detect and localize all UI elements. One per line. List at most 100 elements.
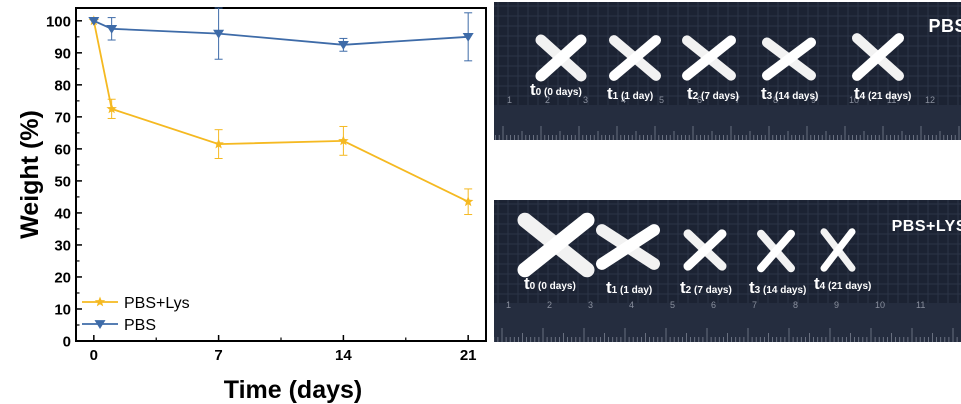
ruler-number: 1 — [506, 300, 511, 310]
x-tick-label: 21 — [460, 347, 477, 364]
pbs-scaffold-photo: 12345678910111213 PBS t0 (0 days)t1 (1 d… — [494, 2, 961, 140]
scaffold-arm — [683, 229, 727, 271]
timepoint-label: t0 (0 days) — [530, 80, 582, 100]
scaffold-cross — [762, 37, 816, 81]
scaffold-arm — [682, 35, 736, 81]
timepoint-symbol: t — [530, 80, 536, 99]
scaffold-arm — [609, 35, 661, 81]
timepoint-symbol: t — [606, 278, 612, 297]
data-point — [106, 103, 117, 114]
ruler-number: 6 — [697, 95, 702, 105]
timepoint-symbol: t — [854, 84, 860, 103]
ruler-number: 6 — [711, 300, 716, 310]
timepoint-symbol: t — [749, 278, 755, 297]
scaffold-cross — [682, 35, 736, 81]
plot-frame — [75, 7, 487, 342]
ruler-number: 4 — [621, 95, 626, 105]
ruler-number: 5 — [659, 95, 664, 105]
x-tick-label: 14 — [335, 347, 352, 364]
data-point — [213, 138, 224, 149]
scaffold-arm — [820, 228, 856, 272]
data-point — [338, 135, 349, 146]
scaffold-cross — [609, 35, 661, 81]
timepoint-subscript: 3 (14 days) — [766, 91, 819, 102]
timepoint-subscript: 4 (21 days) — [819, 281, 872, 292]
ruler-number: 10 — [875, 300, 885, 310]
timepoint-symbol: t — [761, 84, 767, 103]
y-tick-label: 100 — [46, 13, 71, 30]
x-tick-label: 7 — [214, 347, 222, 364]
y-tick-label: 0 — [63, 334, 71, 351]
timepoint-subscript: 1 (1 day) — [611, 285, 653, 296]
series-line-pbs — [93, 19, 469, 46]
ruler-number: 1 — [507, 95, 512, 105]
y-tick-label: 10 — [54, 301, 71, 318]
pbs-lys-photo-label: PBS+LYS — [891, 218, 961, 235]
ruler — [494, 105, 961, 140]
data-point — [88, 16, 100, 26]
data-point — [213, 29, 225, 39]
timepoint-symbol: t — [687, 84, 693, 103]
scaffold-arm — [757, 229, 795, 273]
scaffold-cross — [683, 229, 727, 271]
ruler-number: 3 — [588, 300, 593, 310]
timepoint-label: t4 (21 days) — [854, 84, 911, 104]
timepoint-subscript: 2 (7 days) — [685, 285, 732, 296]
timepoint-label: t4 (21 days) — [814, 274, 871, 294]
scaffold-cross — [852, 33, 904, 81]
timepoint-subscript: 4 (21 days) — [859, 91, 912, 102]
timepoint-label: t1 (1 day) — [607, 84, 653, 104]
y-tick-label: 50 — [54, 173, 71, 190]
y-tick-label: 60 — [54, 141, 71, 158]
legend-label: PBS+Lys — [124, 295, 190, 312]
series-pbs — [88, 7, 474, 62]
pbs-lys-scaffold-photo: 1 2 3 4 5 6 7 8 9 10 11 PBS+LYS t0 (0 days) t1 (1 d… — [494, 200, 961, 342]
ruler-number: 4 — [629, 300, 634, 310]
timepoint-subscript: 1 (1 day) — [612, 91, 654, 102]
timepoint-symbol: t — [524, 274, 530, 293]
ruler-number: 3 — [583, 95, 588, 105]
scaffold-cross — [757, 229, 795, 273]
x-tick-label: 0 — [90, 347, 98, 364]
ruler-number: 9 — [811, 95, 816, 105]
timepoint-subscript: 2 (7 days) — [692, 91, 739, 102]
y-axis-label: Weight (%) — [16, 110, 44, 239]
y-tick-label: 70 — [54, 109, 71, 126]
y-tick-label: 80 — [54, 77, 71, 94]
legend-label: PBS — [124, 317, 156, 334]
ruler-number: 8 — [773, 95, 778, 105]
y-tick-label: 30 — [54, 237, 71, 254]
series-pbs-lys — [88, 15, 474, 216]
legend: PBS+Lys PBS — [82, 295, 190, 334]
ruler-number: 8 — [793, 300, 798, 310]
timepoint-label: t2 (7 days) — [680, 278, 732, 298]
timepoint-label: t3 (14 days) — [761, 84, 818, 104]
ruler-number: 2 — [545, 95, 550, 105]
timepoint-label: t3 (14 days) — [749, 278, 806, 298]
ruler-number: 11 — [916, 300, 925, 310]
scaffold-arm — [535, 34, 587, 82]
ruler-number: 7 — [735, 95, 740, 105]
y-tick-label: 40 — [54, 205, 71, 222]
x-axis-label: Time (days) — [224, 376, 362, 404]
timepoint-label: t1 (1 day) — [606, 278, 652, 298]
timepoint-subscript: 0 (0 days) — [535, 87, 582, 98]
ruler-number: 12 — [925, 95, 935, 105]
series-line-pbs-lys — [92, 20, 469, 203]
scaffold-arm — [517, 212, 595, 278]
scaffold-cross — [820, 228, 856, 272]
data-point — [337, 40, 349, 50]
timepoint-subscript: 0 (0 days) — [529, 281, 576, 292]
y-tick-label: 20 — [54, 269, 71, 286]
timepoint-label: t0 (0 days) — [524, 274, 576, 294]
scaffold-arm — [762, 37, 816, 81]
ruler-number: 10 — [849, 95, 859, 105]
scaffold-cross — [535, 34, 587, 82]
ruler-number: 7 — [752, 300, 757, 310]
timepoint-subscript: 3 (14 days) — [754, 285, 807, 296]
ruler-number: 9 — [834, 300, 839, 310]
data-point — [462, 196, 474, 207]
legend-marker — [94, 320, 106, 329]
ruler-number: 11 — [887, 95, 896, 105]
timepoint-symbol: t — [607, 84, 613, 103]
